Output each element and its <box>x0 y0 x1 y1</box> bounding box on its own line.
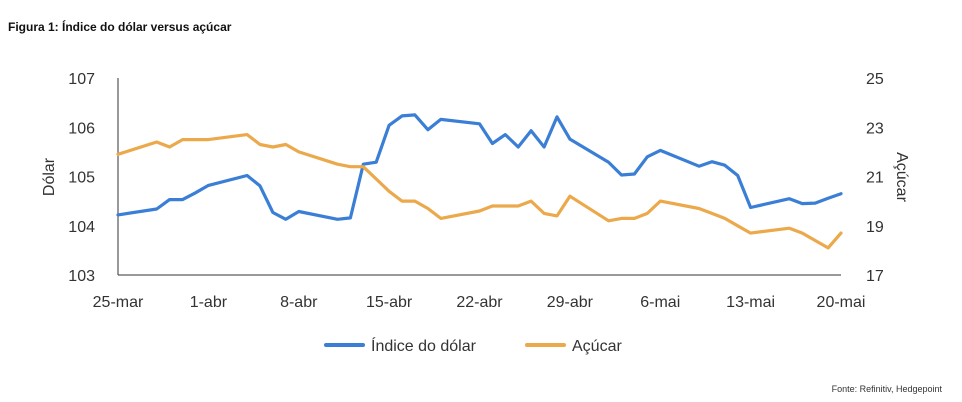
x-tick-label: 22-abr <box>456 294 503 311</box>
series-layer <box>116 113 843 250</box>
x-tick-label: 20-mai <box>817 294 866 311</box>
left-axis-ticks: 103 104 105 106 107 <box>68 71 95 285</box>
left-axis-label: Dólar <box>41 157 58 196</box>
right-tick-label: 17 <box>866 268 884 285</box>
x-axis-ticks: 25-mar 1-abr 8-abr 15-abr 22-abr 29-abr 6-mai 1… <box>93 294 866 311</box>
series-line-sugar <box>116 133 843 250</box>
legend-label-dollar-index: Índice do dólar <box>371 336 477 355</box>
left-tick-label: 104 <box>68 219 95 236</box>
x-tick-label: 6-mai <box>640 294 680 311</box>
right-axis-ticks: 17 19 21 23 25 <box>866 71 884 285</box>
x-tick-label: 8-abr <box>280 294 318 311</box>
legend: Índice do dólar Açúcar <box>324 336 622 355</box>
x-tick-label: 25-mar <box>93 294 144 311</box>
legend-label-sugar: Açúcar <box>572 338 622 355</box>
left-tick-label: 106 <box>68 120 95 137</box>
x-tick-label: 13-mai <box>726 294 775 311</box>
x-tick-label: 15-abr <box>366 294 413 311</box>
left-tick-label: 105 <box>68 170 95 187</box>
plot-frame <box>117 78 841 276</box>
series-line-dollar-index <box>116 113 843 221</box>
right-axis-label: Açúcar <box>893 152 910 202</box>
right-tick-label: 21 <box>866 170 884 187</box>
right-tick-label: 25 <box>866 71 884 88</box>
right-tick-label: 23 <box>866 120 884 137</box>
x-tick-label: 29-abr <box>547 294 594 311</box>
figure-title: Figura 1: Índice do dólar versus açúcar <box>8 20 232 34</box>
right-tick-label: 19 <box>866 219 884 236</box>
left-tick-label: 103 <box>68 268 95 285</box>
source-note: Fonte: Refinitiv, Hedgepoint <box>831 384 942 394</box>
left-tick-label: 107 <box>68 71 95 88</box>
x-tick-label: 1-abr <box>190 294 228 311</box>
